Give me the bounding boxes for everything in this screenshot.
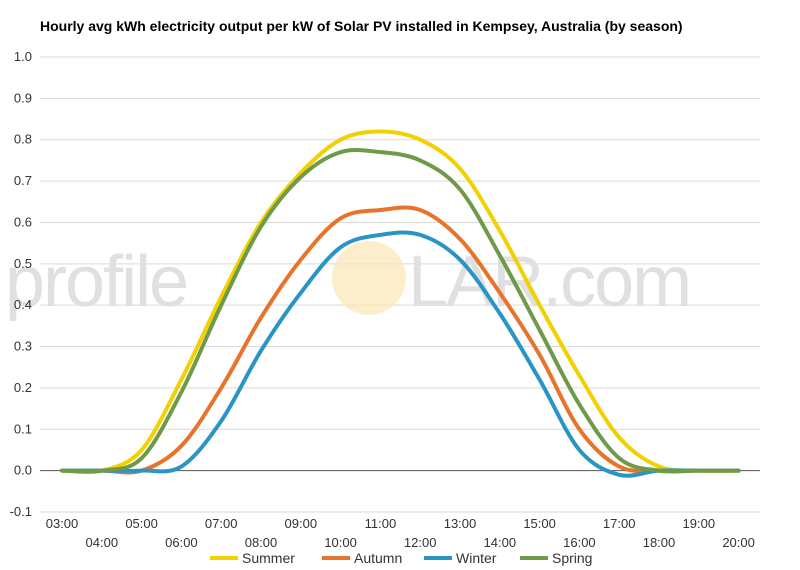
x-tick-label: 20:00	[722, 535, 755, 550]
x-tick-label: 07:00	[205, 516, 238, 531]
y-tick-label: 0.4	[14, 297, 32, 312]
y-tick-label: 0.6	[14, 214, 32, 229]
x-tick-label: 09:00	[285, 516, 318, 531]
legend-label-autumn[interactable]: Autumn	[354, 550, 402, 566]
x-tick-label: 17:00	[603, 516, 636, 531]
y-tick-label: 0.2	[14, 380, 32, 395]
x-tick-label: 03:00	[46, 516, 79, 531]
watermark-sun-icon	[332, 241, 406, 315]
series-line-winter	[60, 230, 741, 478]
legend-label-summer[interactable]: Summer	[242, 550, 295, 566]
x-tick-label: 13:00	[444, 516, 477, 531]
x-tick-label: 06:00	[165, 535, 198, 550]
y-tick-label: 0.9	[14, 90, 32, 105]
x-tick-label: 12:00	[404, 535, 437, 550]
y-tick-label: 0.1	[14, 421, 32, 436]
x-tick-label: 04:00	[86, 535, 119, 550]
legend-label-winter[interactable]: Winter	[456, 550, 497, 566]
x-tick-label: 16:00	[563, 535, 596, 550]
y-tick-label: -0.1	[10, 504, 32, 519]
watermark: profile LAR.com	[5, 241, 692, 322]
y-tick-label: 0.0	[14, 463, 32, 478]
y-tick-label: 0.5	[14, 256, 32, 271]
chart-title: Hourly avg kWh electricity output per kW…	[40, 18, 683, 34]
x-tick-label: 14:00	[484, 535, 517, 550]
grid-layer	[40, 56, 760, 513]
x-tick-label: 10:00	[324, 535, 357, 550]
watermark-text-right: LAR.com	[408, 242, 690, 322]
legend-label-spring[interactable]: Spring	[552, 550, 592, 566]
x-tick-label: 18:00	[643, 535, 676, 550]
legend: Summer Autumn Winter Spring	[210, 550, 592, 566]
x-axis-tick-labels: 03:00 04:00 05:00 06:00 07:00 08:00 09:00 10:00…	[46, 516, 755, 550]
x-tick-label: 15:00	[523, 516, 556, 531]
watermark-text-left: profile	[5, 242, 187, 322]
y-tick-label: 0.3	[14, 339, 32, 354]
y-axis-tick-labels: -0.1 0.0 0.1 0.2 0.3 0.4 0.5 0.6 0.7 0.8 0.9 1.0	[10, 49, 32, 519]
y-tick-label: 0.7	[14, 173, 32, 188]
y-tick-label: 0.8	[14, 132, 32, 147]
y-tick-label: 1.0	[14, 49, 32, 64]
series-layer	[60, 129, 741, 478]
series-line-summer	[60, 129, 741, 475]
x-tick-label: 08:00	[245, 535, 278, 550]
x-tick-label: 05:00	[125, 516, 158, 531]
x-tick-label: 19:00	[683, 516, 716, 531]
series-line-autumn	[60, 205, 741, 475]
series-line-spring	[60, 147, 741, 474]
x-tick-label: 11:00	[365, 516, 397, 531]
